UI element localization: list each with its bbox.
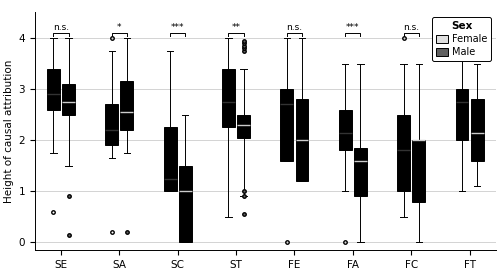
PathPatch shape: [222, 68, 235, 127]
Text: ***: ***: [171, 23, 184, 32]
Text: n.s.: n.s.: [403, 23, 419, 32]
PathPatch shape: [397, 115, 410, 191]
PathPatch shape: [106, 104, 118, 145]
PathPatch shape: [412, 140, 425, 202]
PathPatch shape: [339, 110, 351, 150]
PathPatch shape: [470, 99, 484, 161]
PathPatch shape: [47, 68, 60, 110]
PathPatch shape: [164, 127, 176, 191]
PathPatch shape: [296, 99, 308, 181]
Text: **: **: [232, 23, 240, 32]
PathPatch shape: [237, 115, 250, 138]
PathPatch shape: [179, 166, 192, 242]
PathPatch shape: [62, 84, 75, 115]
Text: *: *: [117, 23, 121, 32]
PathPatch shape: [354, 148, 367, 196]
PathPatch shape: [120, 81, 134, 130]
Text: n.s.: n.s.: [53, 23, 69, 32]
Text: n.s.: n.s.: [286, 23, 302, 32]
Legend: Female, Male: Female, Male: [432, 17, 491, 61]
PathPatch shape: [456, 89, 468, 140]
Text: *: *: [468, 23, 472, 32]
PathPatch shape: [280, 89, 293, 161]
Text: ***: ***: [346, 23, 360, 32]
Y-axis label: Height of causal attribution: Height of causal attribution: [4, 59, 14, 203]
